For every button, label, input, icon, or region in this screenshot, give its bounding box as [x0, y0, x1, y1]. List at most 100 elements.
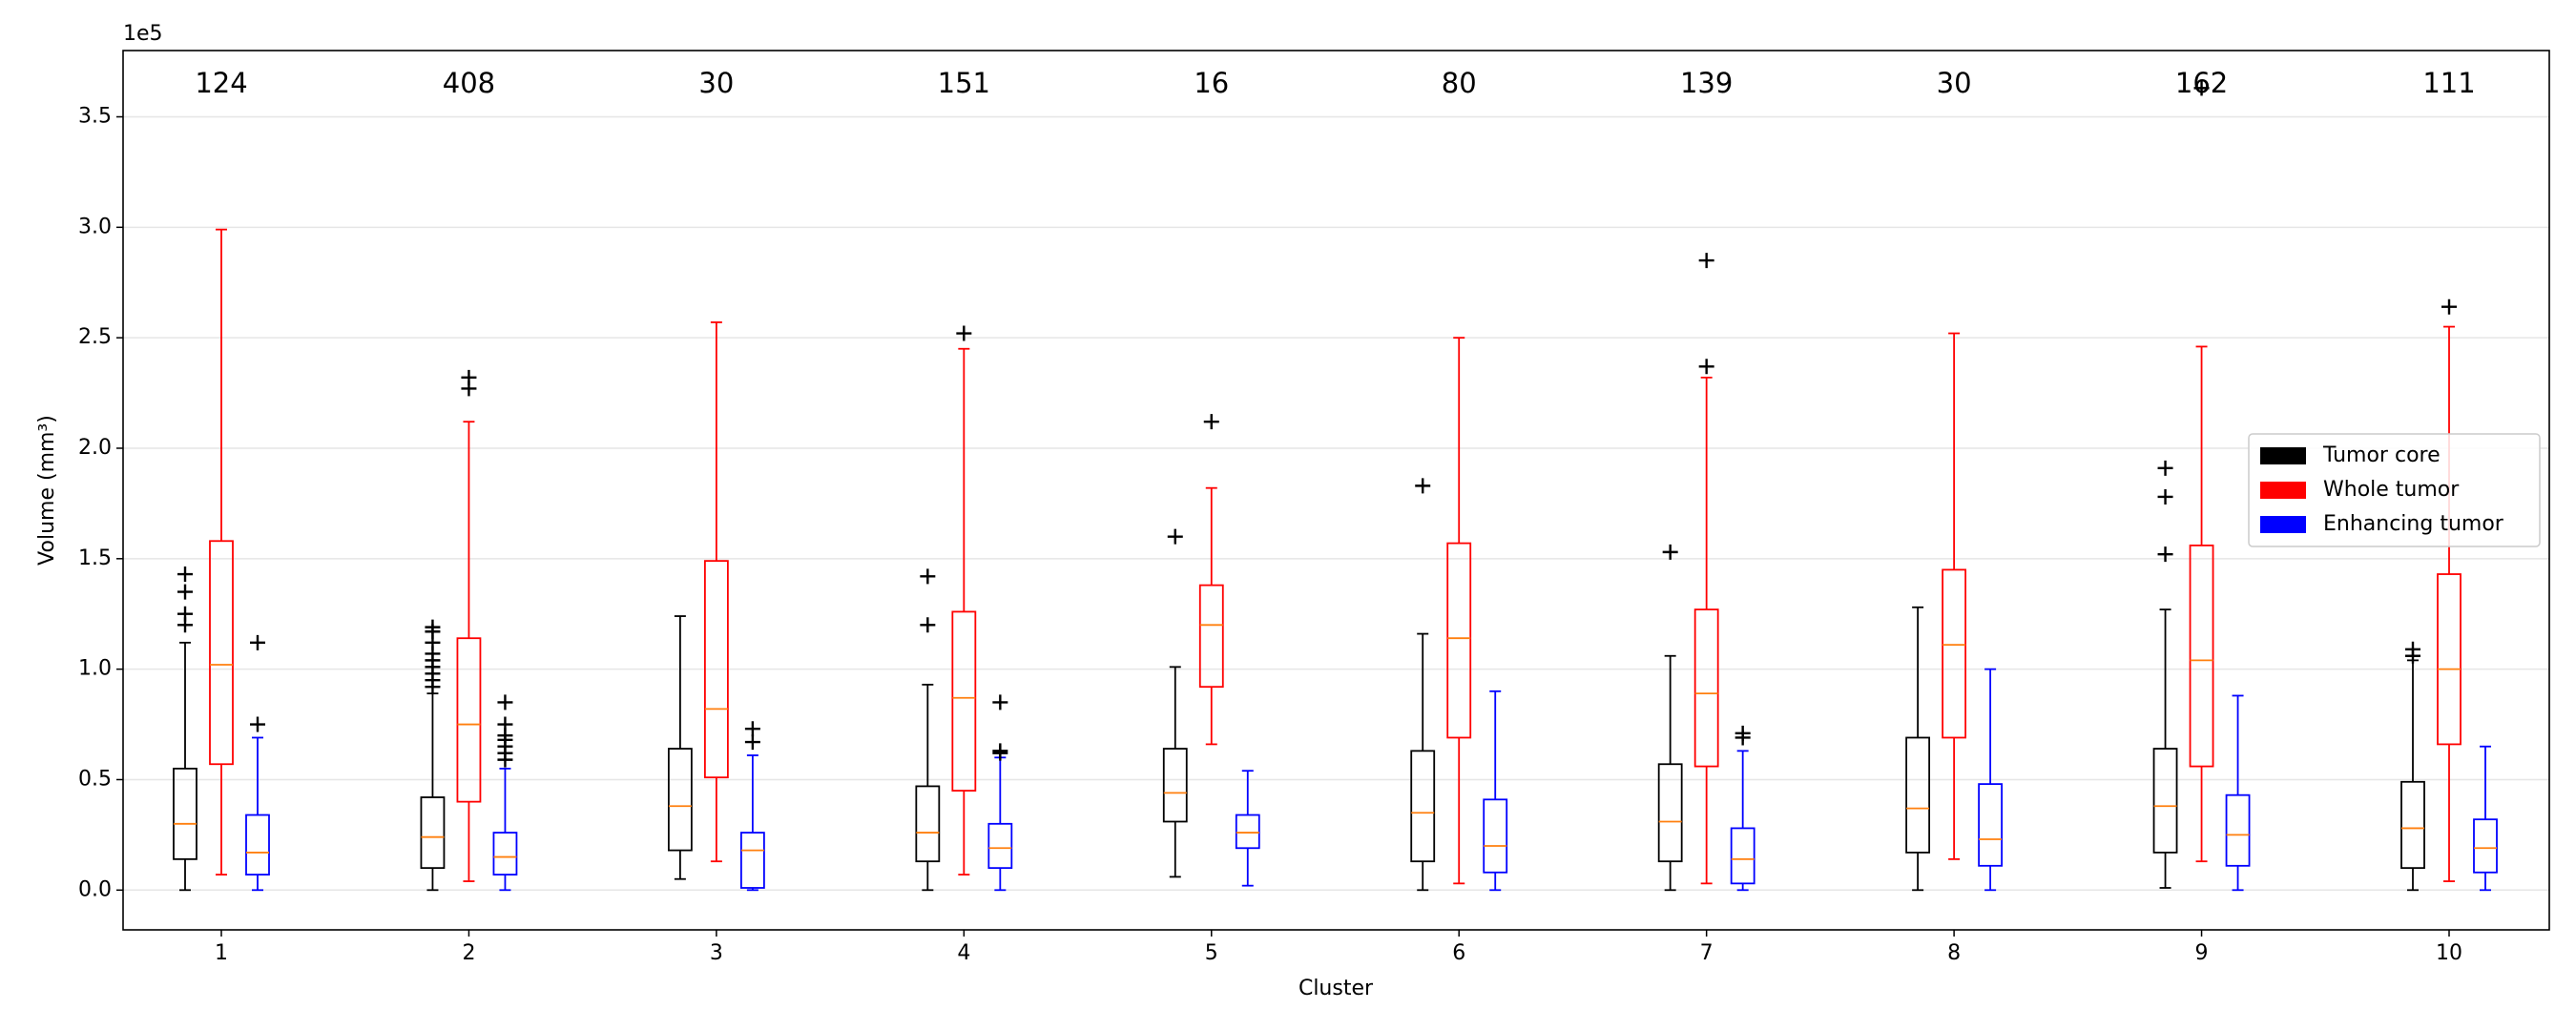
count-label: 80: [1442, 67, 1477, 99]
flier: [1415, 478, 1431, 494]
box-group: [420, 619, 446, 892]
box: [209, 540, 234, 766]
flier: [497, 716, 513, 732]
box-group: [173, 566, 197, 892]
x-tick-label: 3: [710, 941, 723, 965]
y-tick-label: 0.0: [78, 877, 112, 901]
box: [420, 796, 446, 870]
y-tick-label: 2.5: [78, 325, 112, 349]
y-tick-label: 0.5: [78, 767, 112, 791]
flier: [2157, 546, 2173, 563]
box-group: [951, 325, 977, 876]
y-tick-label: 1.0: [78, 657, 112, 681]
flier: [2441, 299, 2457, 315]
flier: [2405, 641, 2420, 657]
count-label: 151: [938, 67, 990, 99]
box-group: [987, 694, 1013, 892]
flier: [956, 325, 972, 341]
flier: [992, 743, 1008, 759]
box: [1235, 814, 1260, 850]
flier: [992, 694, 1008, 711]
box-group: [1446, 337, 1472, 885]
flier: [920, 617, 936, 633]
flier: [1698, 253, 1714, 269]
count-label: 139: [1680, 67, 1733, 99]
box-group: [1942, 332, 1967, 860]
legend-label: Enhancing tumor: [2323, 512, 2504, 536]
flier: [250, 634, 265, 650]
box-group: [1235, 770, 1260, 887]
count-label: 408: [443, 67, 495, 99]
box: [1162, 748, 1188, 823]
flier: [177, 566, 193, 583]
flier: [2157, 488, 2173, 505]
box-group: [492, 694, 518, 892]
box: [456, 637, 482, 803]
flier: [250, 716, 265, 732]
x-axis-label: Cluster: [1298, 977, 1374, 1000]
x-tick-label: 2: [462, 941, 475, 965]
x-tick-label: 10: [2436, 941, 2462, 965]
box-group: [915, 568, 941, 892]
box-group: [2437, 299, 2462, 882]
box-group: [1905, 606, 1931, 892]
box: [492, 832, 518, 876]
box-group: [703, 321, 729, 863]
flier: [1203, 414, 1219, 430]
box: [1978, 783, 2004, 867]
x-tick-label: 9: [2195, 941, 2209, 965]
box: [1446, 542, 1472, 739]
box: [1730, 827, 1755, 885]
flier: [2157, 460, 2173, 476]
y-offset-label: 1e5: [123, 22, 163, 46]
x-tick-label: 6: [1452, 941, 1465, 965]
box-group: [1693, 253, 1719, 885]
box-group: [245, 634, 270, 892]
legend-label: Whole tumor: [2323, 478, 2460, 502]
box-group: [2473, 745, 2498, 892]
x-tick-label: 1: [215, 941, 228, 965]
flier: [1167, 528, 1183, 545]
box: [2189, 545, 2214, 768]
box-group: [1978, 668, 2004, 892]
count-label: 30: [698, 67, 734, 99]
count-label: 111: [2422, 67, 2475, 99]
box: [2400, 780, 2425, 870]
box-group: [2225, 694, 2251, 892]
flier: [1735, 725, 1751, 741]
box-group: [2400, 641, 2425, 892]
y-tick-label: 1.5: [78, 546, 112, 570]
plot-frame: [122, 50, 2550, 931]
x-tick-label: 8: [1947, 941, 1961, 965]
box-group: [739, 721, 765, 892]
box-group: [456, 369, 482, 882]
legend-swatch: [2260, 482, 2306, 499]
box: [2225, 793, 2251, 867]
box-group: [667, 615, 693, 880]
count-label: 30: [1937, 67, 1972, 99]
box-group: [1410, 478, 1436, 892]
flier: [1662, 544, 1678, 560]
box: [1657, 763, 1683, 863]
y-tick-label: 2.0: [78, 436, 112, 460]
flier: [744, 721, 760, 737]
box: [951, 610, 977, 792]
flier: [2193, 80, 2210, 96]
box: [2437, 573, 2462, 746]
box-group: [209, 228, 234, 876]
x-tick-label: 5: [1205, 941, 1218, 965]
legend-swatch: [2260, 516, 2306, 533]
y-tick-label: 3.0: [78, 215, 112, 238]
box-group: [1657, 544, 1683, 892]
box: [245, 814, 270, 876]
flier: [497, 694, 513, 711]
box: [1693, 608, 1719, 768]
count-label: 124: [195, 67, 247, 99]
box: [1483, 798, 1508, 874]
box: [2152, 748, 2178, 854]
flier: [177, 606, 193, 622]
box-group: [1483, 690, 1508, 892]
legend-swatch: [2260, 447, 2306, 464]
box-group: [1730, 725, 1755, 892]
box: [739, 832, 765, 889]
